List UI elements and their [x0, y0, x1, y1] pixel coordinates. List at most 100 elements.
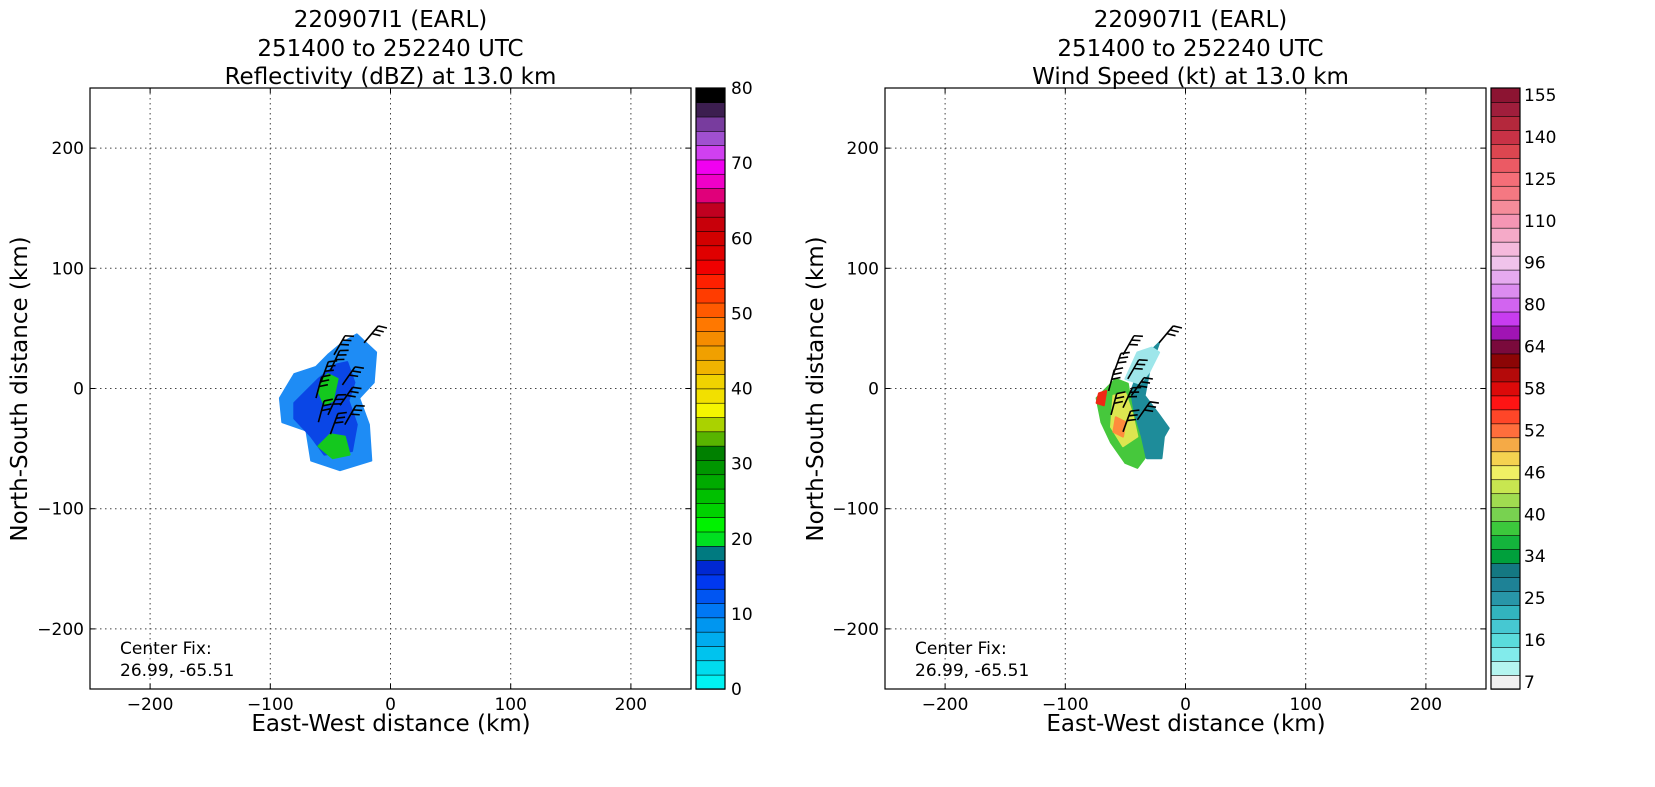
colorbar-swatch [695, 559, 726, 576]
x-axis-label: East-West distance (km) [251, 711, 531, 737]
colorbar-tick-label: 25 [1524, 589, 1546, 609]
field-region-red [1095, 389, 1108, 407]
x-tick-label: 0 [1180, 695, 1191, 715]
colorbar-swatch [695, 631, 726, 647]
colorbar-swatch [1490, 423, 1521, 439]
colorbar-swatch [695, 216, 726, 232]
wind-barb [1122, 334, 1143, 356]
colorbar-swatch [1490, 493, 1521, 509]
colorbar-swatch [1490, 353, 1521, 369]
colorbar-tick-label: 50 [731, 304, 753, 324]
center-fix-annotation: Center Fix:26.99, -65.51 [915, 639, 1029, 681]
colorbar-swatch [1490, 255, 1521, 271]
colorbar-swatch [1490, 269, 1521, 285]
colorbar-swatch [695, 502, 726, 518]
colorbar-swatch [695, 660, 726, 676]
colorbar-swatch [695, 245, 726, 261]
colorbar-tick-label: 40 [1524, 505, 1546, 525]
colorbar-swatch [695, 474, 726, 490]
grid [885, 88, 1486, 689]
x-tick-label: 100 [1289, 695, 1321, 715]
colorbar-swatch [1490, 381, 1521, 397]
field-region-mid [293, 361, 358, 456]
colorbar-swatch [1490, 171, 1521, 187]
colorbar-swatch [1490, 618, 1521, 634]
colorbar-swatch [695, 488, 726, 504]
colorbar-swatch [1490, 520, 1521, 536]
colorbar-swatch [1490, 506, 1521, 522]
colorbar-swatch [1490, 227, 1521, 243]
x-tick-label: −200 [127, 695, 174, 715]
wind-barb [320, 360, 338, 383]
annotation-line: 26.99, -65.51 [120, 661, 234, 681]
colorbar-swatch [695, 159, 726, 175]
wind-barb [1110, 391, 1126, 416]
colorbar-swatch [1490, 87, 1521, 103]
x-tick-label: 100 [494, 695, 526, 715]
colorbar-swatch [695, 459, 726, 476]
wind-barb [1136, 400, 1159, 421]
wind-barb [1122, 409, 1140, 433]
y-tick-label: 0 [868, 380, 879, 400]
x-tick-label: 0 [385, 695, 396, 715]
grid [90, 88, 691, 689]
colorbar-swatch [695, 302, 726, 318]
colorbar: 7 16 25 34 40 46 52 58 64 80 96 110 125 140 155 [1490, 86, 1556, 693]
y-axis-label: North-South distance (km) [803, 236, 829, 542]
colorbar-swatch [695, 102, 726, 118]
title-line-1: 220907I1 (EARL) [1093, 7, 1288, 33]
colorbar-tick-label: 80 [731, 79, 753, 99]
wind-barb [1158, 325, 1183, 344]
wind-barb [1107, 367, 1124, 392]
colorbar-swatch [1490, 674, 1521, 690]
y-tick-label: −200 [832, 620, 879, 640]
colorbar-tick-label: 20 [731, 530, 753, 550]
data-field [1095, 341, 1170, 469]
colorbar-frame [695, 87, 726, 690]
colorbar-swatch [1490, 646, 1521, 662]
colorbar-swatch [695, 288, 726, 304]
colorbar-swatch [1490, 213, 1521, 229]
colorbar-swatch [1490, 101, 1521, 117]
colorbar-swatch [695, 230, 726, 247]
x-tick-label: 200 [1410, 695, 1442, 715]
wind-barbs [1107, 325, 1183, 433]
annotation-line: Center Fix: [120, 639, 212, 659]
title-line-3: Reflectivity (dBZ) at 13.0 km [224, 64, 557, 90]
reflectivity-panel: 220907I1 (EARL) 251400 to 252240 UTC Ref… [0, 0, 827, 787]
colorbar-swatch [695, 144, 726, 161]
wind-barb [329, 411, 347, 435]
colorbar-swatch [1490, 367, 1521, 383]
x-tick-label: −100 [247, 695, 294, 715]
colorbar-swatch [1490, 241, 1521, 257]
colorbar-tick-label: 140 [1524, 128, 1556, 148]
colorbar-swatch [695, 431, 726, 447]
colorbar-swatch [695, 602, 726, 619]
colorbar-swatch [695, 316, 726, 332]
colorbar-tick-label: 16 [1524, 631, 1546, 651]
wind-barb [327, 393, 347, 416]
colorbar-tick-label: 80 [1524, 296, 1546, 316]
colorbar-swatch [1490, 437, 1521, 453]
chart-title: 220907I1 (EARL) 251400 to 252240 UTC Ref… [0, 6, 804, 92]
title-line-2: 251400 to 252240 UTC [1057, 35, 1324, 62]
colorbar-tick-label: 110 [1524, 212, 1556, 232]
annotation-line: Center Fix: [915, 639, 1007, 659]
colorbar-tick-label: 7 [1524, 673, 1535, 693]
colorbar-swatch [1490, 660, 1521, 676]
title-line-1: 220907I1 (EARL) [293, 7, 488, 33]
colorbar: 0 10 20 30 40 50 60 70 80 [695, 79, 753, 700]
wind-barbs [315, 325, 388, 435]
colorbar-swatch [1490, 297, 1521, 313]
y-tick-label: 200 [52, 139, 84, 159]
colorbar-swatch [695, 445, 726, 461]
colorbar-swatch [1490, 465, 1521, 481]
colorbar-swatch [695, 388, 726, 404]
title-line-2: 251400 to 252240 UTC [257, 35, 524, 62]
colorbar-swatch [695, 345, 726, 361]
colorbar-swatch [695, 116, 726, 132]
colorbar-swatch [1490, 311, 1521, 327]
colorbar-tick-label: 70 [731, 154, 753, 174]
colorbar-swatch [1490, 632, 1521, 648]
